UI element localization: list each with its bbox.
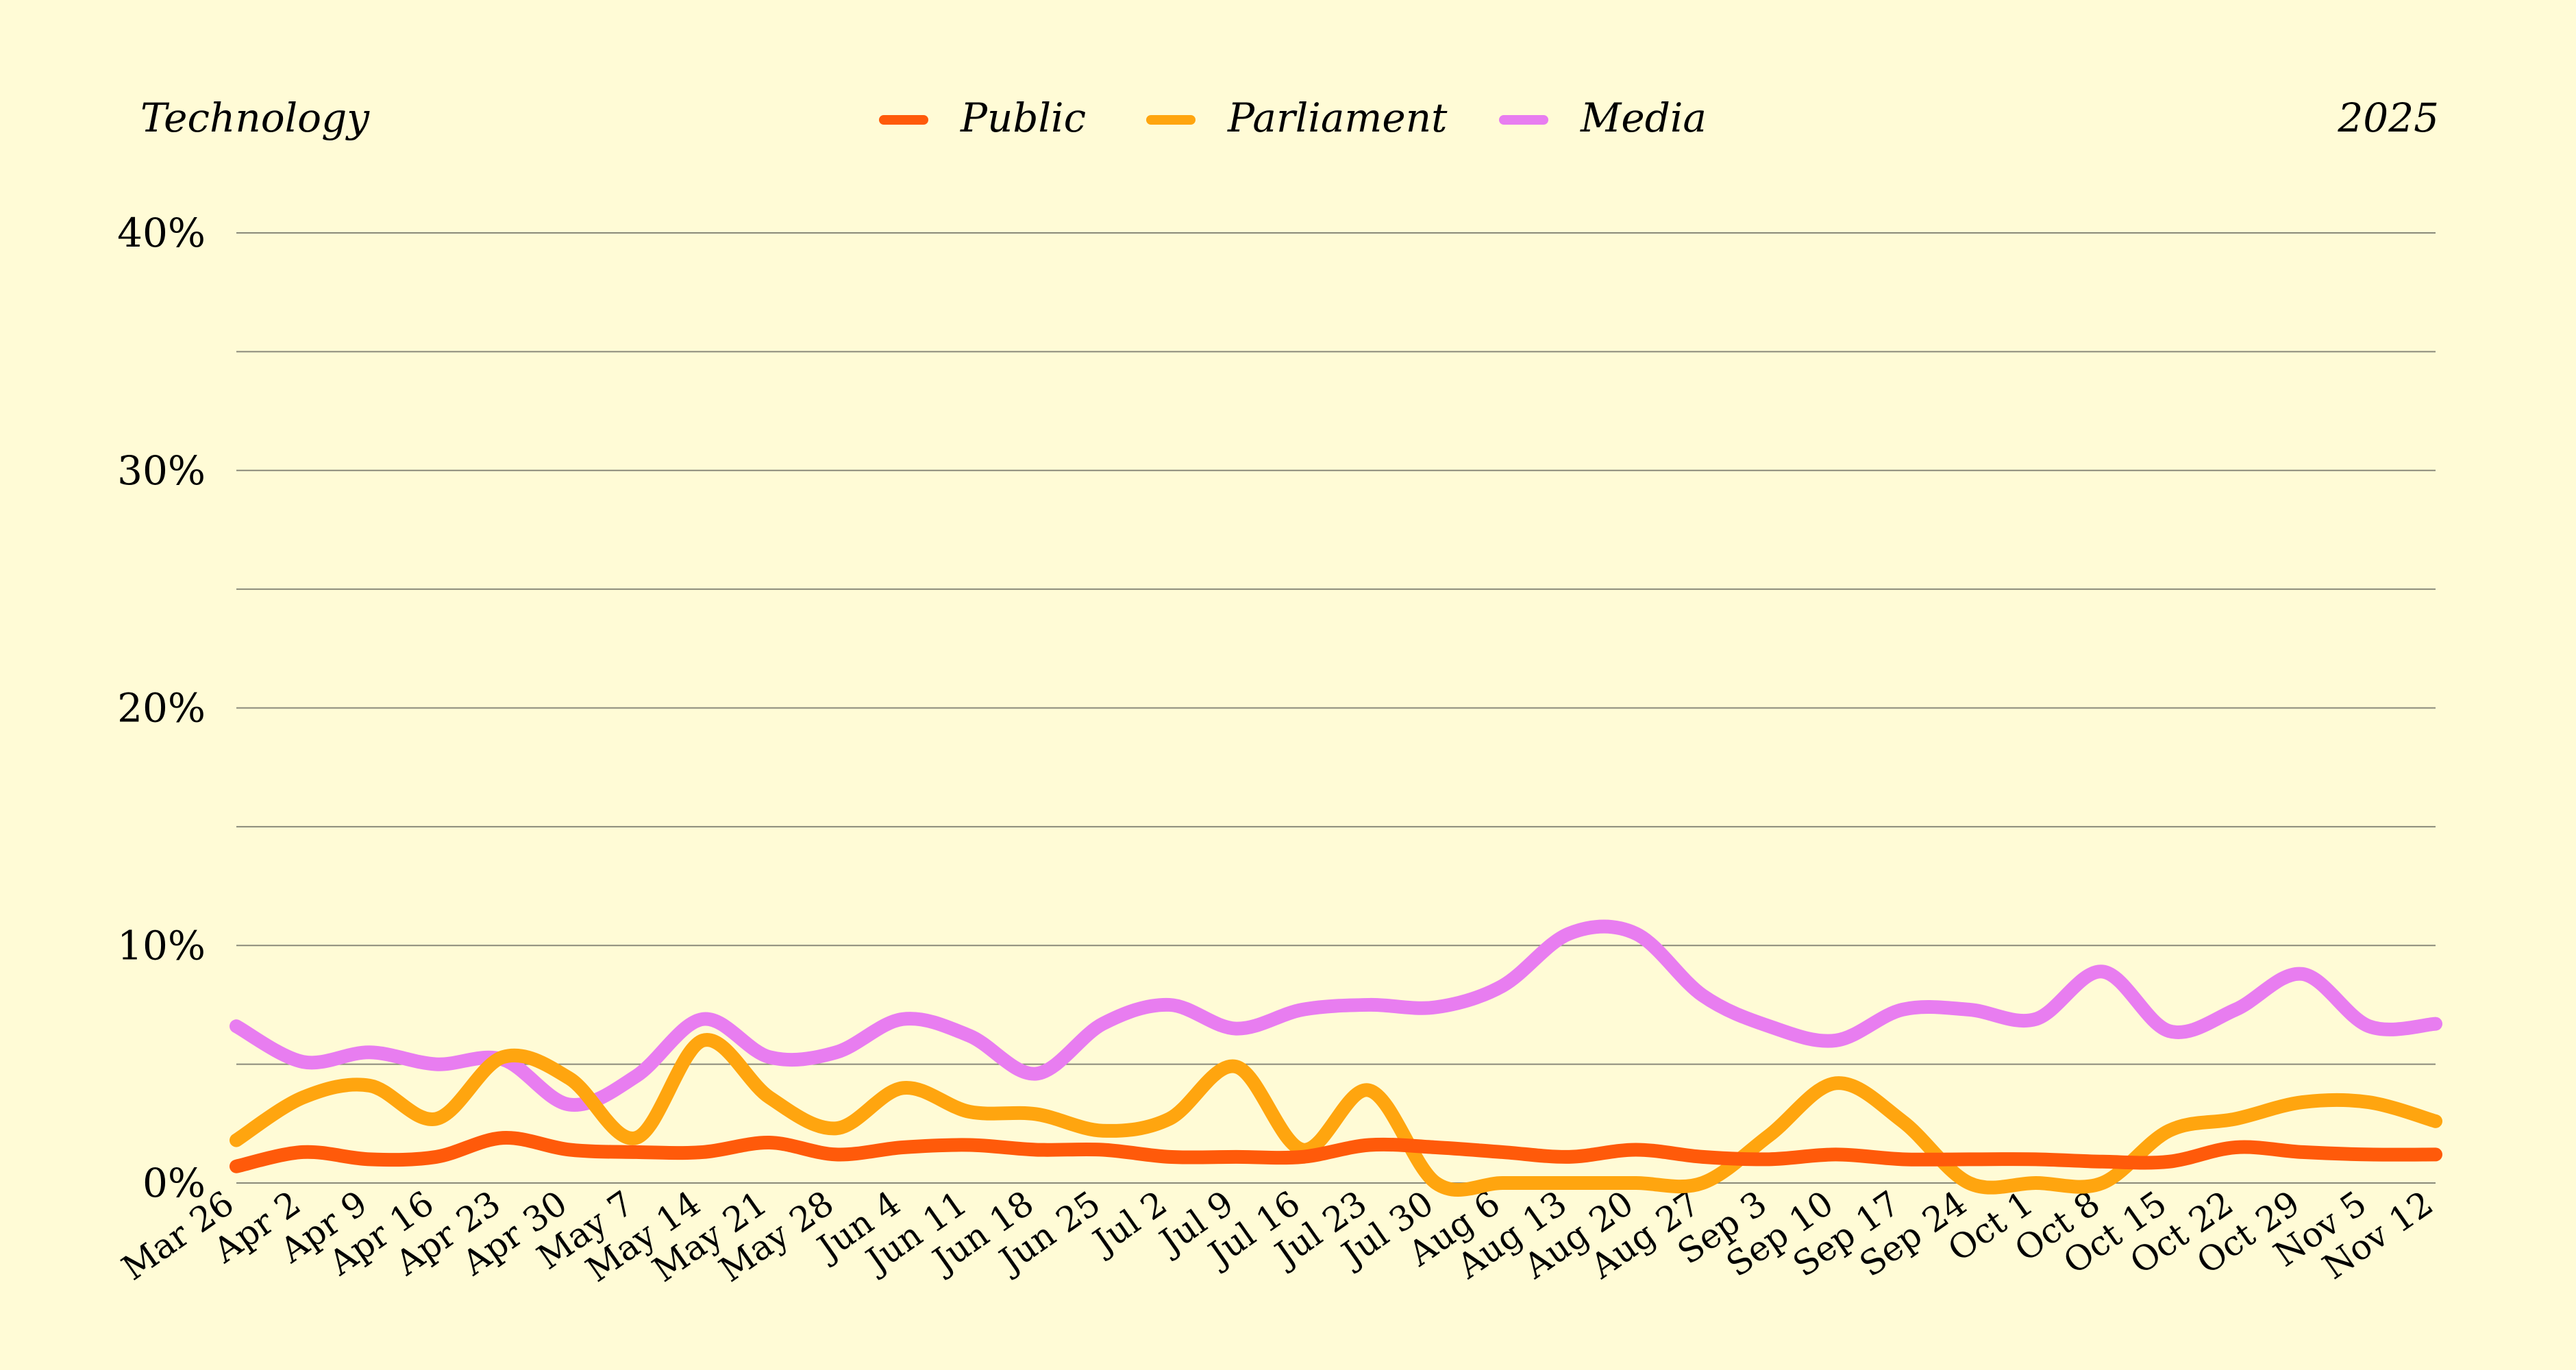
series-lines <box>230 919 2442 1197</box>
series-line-media <box>230 919 2442 1112</box>
y-tick-label: 20% <box>117 685 206 732</box>
y-tick-label: 40% <box>117 210 206 256</box>
legend-label: Parliament <box>1227 95 1448 141</box>
legend-item-media: Media <box>1499 95 1707 141</box>
gridlines <box>236 232 2436 1184</box>
series-line-public <box>230 1131 2442 1173</box>
chart-category-label: Technology <box>140 95 370 141</box>
y-tick-label: 0% <box>143 1160 206 1206</box>
series-line-parliament <box>230 1033 2442 1197</box>
y-tick-label: 10% <box>117 922 206 969</box>
y-tick-label: 30% <box>117 447 206 494</box>
legend-label: Public <box>960 95 1086 141</box>
legend: Public Parliament Media <box>879 95 1707 141</box>
legend-item-parliament: Parliament <box>1146 95 1448 141</box>
legend-item-public: Public <box>879 95 1086 141</box>
legend-label: Media <box>1580 95 1707 141</box>
chart-year-label: 2025 <box>2337 95 2439 141</box>
y-axis: 0% 10% 20% 30% 40% <box>117 210 206 1206</box>
